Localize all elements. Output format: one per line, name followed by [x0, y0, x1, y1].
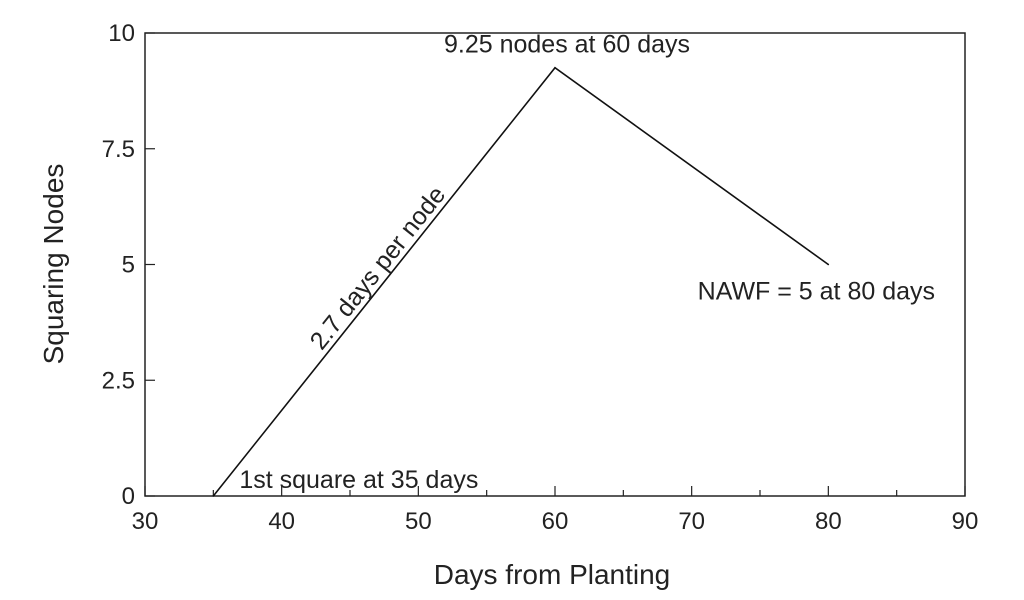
y-axis-title: Squaring Nodes	[38, 164, 69, 365]
y-tick-label: 2.5	[102, 367, 135, 394]
x-tick-label: 90	[952, 508, 979, 535]
x-tick-label: 70	[678, 508, 705, 535]
x-tick-label: 50	[405, 508, 432, 535]
y-tick-label: 7.5	[102, 136, 135, 163]
annotation-peak: 9.25 nodes at 60 days	[444, 31, 690, 59]
annotation-nawf: NAWF = 5 at 80 days	[698, 278, 935, 306]
y-tick-label: 5	[122, 252, 135, 279]
series-group	[212, 66, 830, 497]
x-tick-label: 80	[815, 508, 842, 535]
data-point	[554, 66, 556, 69]
x-tick-label: 30	[132, 508, 159, 535]
x-tick-label: 40	[268, 508, 295, 535]
y-tick-label: 0	[122, 483, 135, 510]
data-point	[212, 495, 215, 497]
annotation-first-square: 1st square at 35 days	[239, 466, 478, 494]
x-axis-title: Days from Planting	[434, 559, 671, 590]
x-tick-label: 60	[542, 508, 569, 535]
y-axis-ticks: 0 2.5 5 7.5 10	[102, 20, 155, 510]
annotation-rate: 2.7 days per node	[305, 181, 452, 355]
y-tick-label: 10	[108, 20, 135, 47]
x-axis-ticks: 30 40 50 60 70 80 90	[132, 486, 979, 535]
data-point	[827, 263, 830, 266]
